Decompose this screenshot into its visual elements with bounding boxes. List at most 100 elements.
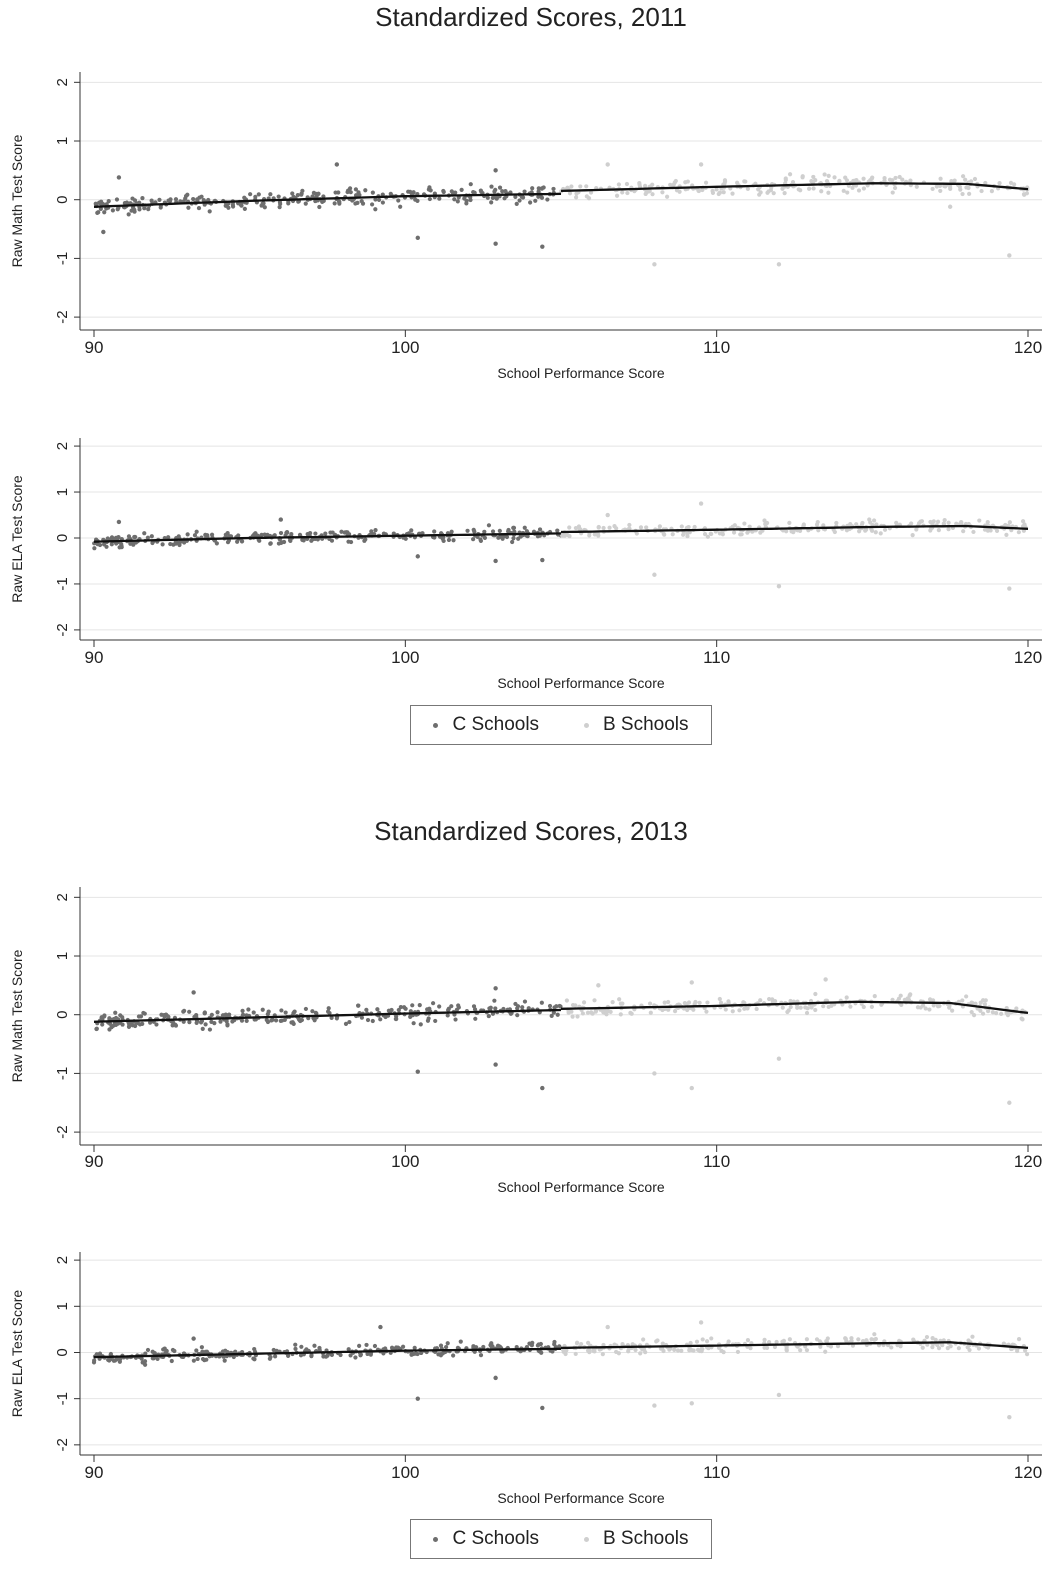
data-point <box>453 1017 458 1022</box>
outlier-point <box>1007 1100 1012 1105</box>
outlier-point <box>776 262 782 267</box>
outlier-point <box>493 241 498 246</box>
data-point <box>479 189 484 194</box>
b-schools-fit-line <box>560 1341 1029 1350</box>
data-point <box>242 206 247 211</box>
data-point <box>120 1015 125 1020</box>
data-point <box>362 538 367 543</box>
data-point <box>226 205 231 210</box>
data-point <box>849 1338 854 1343</box>
data-point <box>441 188 446 194</box>
data-point <box>980 1011 986 1016</box>
data-point <box>380 200 385 205</box>
x-tick-label: 110 <box>703 338 730 357</box>
data-point <box>601 525 606 531</box>
data-point <box>716 191 721 197</box>
data-point <box>412 1345 417 1350</box>
data-point <box>823 1349 828 1354</box>
data-point <box>133 534 138 540</box>
data-point <box>813 178 818 183</box>
data-point <box>135 1020 140 1026</box>
data-point <box>638 1351 643 1356</box>
data-point <box>146 207 151 212</box>
data-point <box>702 532 708 537</box>
data-point <box>346 1347 351 1352</box>
data-point <box>1023 1348 1028 1353</box>
data-point <box>375 1007 380 1012</box>
outlier-point <box>596 983 601 988</box>
data-point <box>946 520 951 525</box>
data-point <box>854 522 859 527</box>
data-point <box>927 1007 932 1012</box>
y-tick-label: 0 <box>54 534 71 542</box>
data-point <box>670 532 675 537</box>
data-point <box>292 1009 297 1014</box>
gridlines <box>80 81 1042 318</box>
y-tick-label: -2 <box>54 1438 71 1451</box>
data-point <box>317 204 322 210</box>
data-point <box>630 1342 635 1347</box>
data-point <box>772 1344 778 1350</box>
data-point <box>1005 1013 1011 1018</box>
data-point <box>149 198 154 203</box>
legend-label-c-schools: C Schools <box>452 714 540 735</box>
data-point <box>930 1345 935 1350</box>
data-point <box>969 1009 974 1015</box>
x-tick-label: 90 <box>85 1152 104 1171</box>
data-point <box>451 1353 456 1358</box>
data-point <box>185 532 190 537</box>
data-point <box>449 529 454 534</box>
data-point <box>892 185 898 191</box>
c-schools-fit-line <box>93 1008 562 1023</box>
data-point <box>914 527 919 532</box>
data-point <box>586 1340 591 1345</box>
data-point <box>310 1009 315 1014</box>
data-point <box>143 1351 148 1356</box>
data-point <box>687 1348 692 1353</box>
data-point <box>629 1011 634 1016</box>
data-point <box>181 1009 186 1014</box>
data-point <box>488 1343 493 1348</box>
data-point <box>983 180 988 186</box>
data-point <box>256 192 261 197</box>
x-tick-label: 120 <box>1014 1152 1042 1171</box>
data-point <box>526 1006 531 1011</box>
data-point <box>762 1337 767 1342</box>
data-point <box>293 1346 298 1352</box>
x-tick-label: 90 <box>85 648 104 667</box>
data-point <box>427 196 432 202</box>
data-point <box>709 1336 714 1341</box>
data-point <box>1016 1337 1022 1342</box>
data-point <box>140 195 145 201</box>
data-point <box>251 1010 256 1015</box>
data-point <box>909 521 914 526</box>
data-point <box>433 1018 438 1024</box>
x-tick-label: 90 <box>85 1463 104 1482</box>
data-point <box>309 1353 314 1358</box>
data-point <box>774 1339 779 1345</box>
data-point <box>408 1013 413 1019</box>
data-point <box>464 201 469 206</box>
data-point <box>268 192 273 197</box>
outlier-point <box>334 162 340 167</box>
data-point <box>536 194 541 199</box>
data-point <box>449 189 454 194</box>
data-point <box>898 993 903 998</box>
data-point <box>762 1345 767 1350</box>
data-point <box>290 191 295 196</box>
outlier-point <box>493 986 498 991</box>
legend-label-b-schools: B Schools <box>602 714 689 735</box>
data-point <box>612 524 617 529</box>
data-point <box>372 1343 378 1349</box>
data-point <box>1001 1341 1006 1346</box>
data-point <box>113 1010 118 1015</box>
data-point <box>515 1004 521 1009</box>
data-point <box>660 190 665 195</box>
outlier-point <box>1007 586 1012 591</box>
data-point <box>679 1348 684 1354</box>
data-point <box>486 523 492 528</box>
data-point <box>222 1358 227 1363</box>
data-point <box>516 536 521 541</box>
data-point <box>346 532 352 537</box>
data-point <box>391 531 396 536</box>
